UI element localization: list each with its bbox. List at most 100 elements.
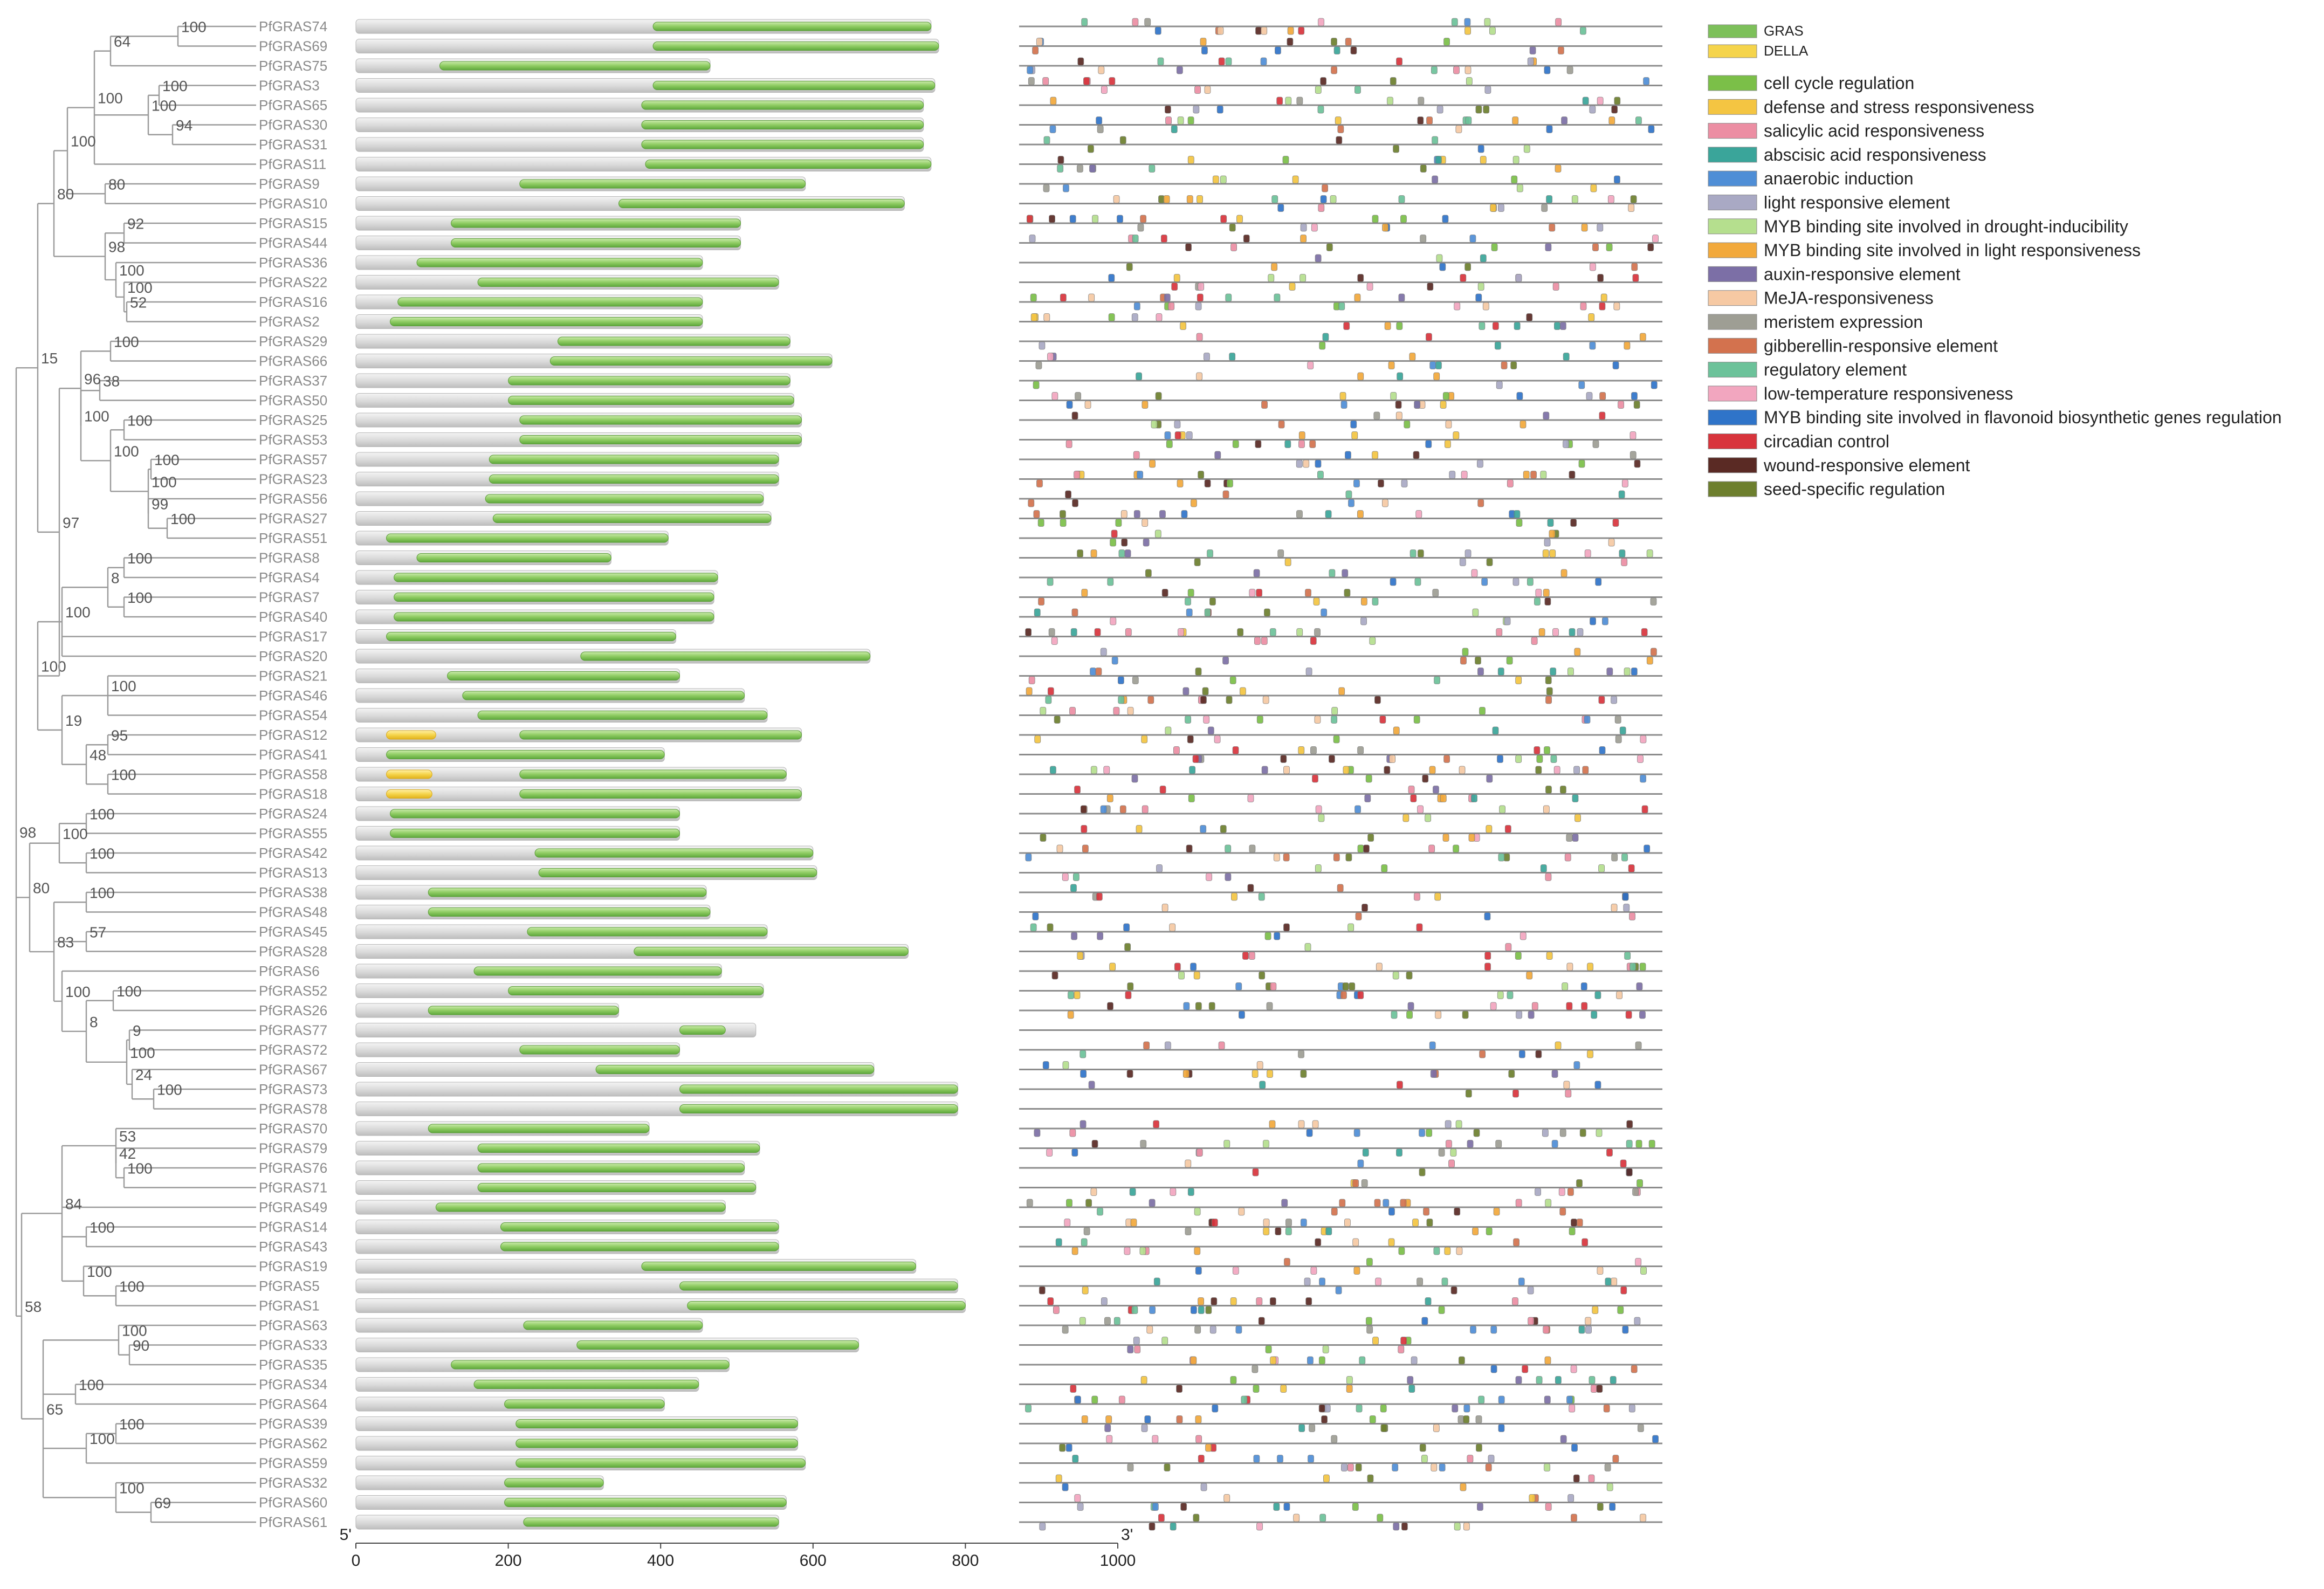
cis-element-mark: [1563, 1081, 1570, 1089]
cis-element-mark: [1265, 1345, 1272, 1353]
cis-element-mark: [1497, 755, 1503, 763]
cis-element-mark: [1423, 1207, 1429, 1216]
cis-element-mark: [1396, 1081, 1403, 1089]
cis-element-mark: [1284, 558, 1291, 566]
cis-element-mark: [1555, 1041, 1562, 1050]
cis-element-mark: [1365, 774, 1372, 783]
bootstrap-value: 48: [90, 747, 106, 763]
cis-element-mark: [1080, 1120, 1087, 1129]
cis-element-mark: [1574, 648, 1581, 656]
cis-element-mark: [1121, 538, 1128, 547]
cis-element-mark: [1459, 558, 1466, 566]
cis-element-mark: [1082, 844, 1089, 853]
cis-element-mark: [1390, 77, 1397, 85]
cis-element-mark: [1155, 392, 1162, 400]
cis-element-mark: [1140, 1376, 1147, 1384]
gras-domain: [397, 297, 703, 307]
cis-element-mark: [1254, 637, 1261, 645]
cis-element-mark: [1269, 1120, 1276, 1129]
legend-element-label: seed-specific regulation: [1764, 479, 1945, 499]
cis-element-mark: [1470, 1325, 1476, 1334]
cis-element-mark: [1348, 499, 1354, 507]
gras-domain: [428, 1124, 650, 1133]
cis-element-mark: [1454, 1207, 1461, 1216]
bootstrap-value: 100: [90, 884, 115, 901]
cis-element-mark: [1464, 18, 1471, 26]
cis-element-mark: [1603, 1404, 1610, 1413]
cis-element-mark: [1433, 786, 1439, 794]
cis-element-mark: [1620, 1286, 1627, 1295]
cis-element-mark: [1591, 1010, 1598, 1019]
cis-element-mark: [1120, 510, 1127, 518]
gras-domain: [428, 1006, 619, 1015]
cis-element-mark: [1181, 510, 1188, 518]
cis-element-mark: [1187, 156, 1194, 164]
cis-element-mark: [1479, 1050, 1486, 1058]
cis-element-mark: [1164, 293, 1171, 302]
cis-element-mark: [1498, 853, 1505, 862]
gene-label: PfGRAS51: [259, 530, 327, 546]
gras-domain: [515, 1459, 806, 1468]
cis-element-mark: [1406, 1010, 1413, 1019]
cis-element-mark: [1333, 853, 1340, 862]
cis-element-mark: [1195, 1267, 1202, 1275]
bootstrap-value: 100: [170, 511, 196, 527]
cis-element-mark: [1318, 1356, 1325, 1365]
cis-element-mark: [1382, 223, 1388, 232]
gene-labels: PfGRAS74 PfGRAS69 PfGRAS75 PfGRAS3 PfGRAS65 P…: [259, 18, 327, 1530]
cis-element-mark: [1374, 1199, 1381, 1207]
cis-element-mark: [1440, 401, 1447, 409]
cis-element-mark: [1628, 864, 1635, 872]
cis-element-mark: [1069, 707, 1076, 715]
legend-element-label: low-temperature responsiveness: [1764, 384, 2013, 403]
cis-element-mark: [1312, 1120, 1319, 1129]
cis-element-mark: [1357, 274, 1364, 282]
cis-element-mark: [1473, 1129, 1480, 1137]
cis-element-mark: [1586, 392, 1593, 400]
cis-element-mark: [1072, 873, 1080, 881]
cis-element-mark: [1182, 1070, 1189, 1078]
cis-element-mark: [1271, 263, 1278, 271]
cis-element-mark: [1124, 549, 1131, 558]
cis-element-mark: [1400, 1337, 1407, 1345]
cis-element-mark: [1463, 1415, 1470, 1423]
legend-element-swatch: [1708, 481, 1757, 497]
cis-element-mark: [1512, 1297, 1518, 1305]
cis-element-mark: [1553, 766, 1560, 774]
cis-element-mark: [1082, 1286, 1089, 1295]
cis-element-mark: [1194, 1207, 1201, 1216]
cis-element-mark: [1515, 1376, 1522, 1384]
cis-element-mark: [1392, 971, 1399, 980]
cis-element-mark: [1566, 1002, 1573, 1010]
cis-element-mark: [1452, 1404, 1459, 1413]
cis-element-mark: [1630, 195, 1637, 203]
cis-element-mark: [1025, 853, 1032, 862]
gene-label: PfGRAS34: [259, 1377, 327, 1393]
cis-element-mark: [1421, 1455, 1428, 1463]
cis-element-mark: [1417, 116, 1424, 125]
bootstrap-value: 9: [133, 1022, 141, 1039]
cis-element-mark: [1270, 1356, 1277, 1365]
cis-element-mark: [1347, 923, 1354, 932]
cis-element-mark: [1560, 786, 1566, 794]
gras-domain: [386, 533, 669, 543]
cis-element-mark: [1344, 1219, 1351, 1227]
cis-element-mark: [1296, 97, 1303, 105]
cis-element-mark: [1464, 26, 1471, 35]
cis-element-mark: [1281, 1199, 1288, 1207]
cis-element-mark: [1458, 1356, 1465, 1365]
cis-element-mark: [1614, 97, 1621, 105]
cis-element-mark: [1641, 805, 1648, 814]
cis-element-mark: [1289, 283, 1296, 291]
legend-element-swatch: [1708, 266, 1757, 282]
cis-element-mark: [1190, 962, 1197, 971]
cis-element-mark: [1127, 982, 1134, 990]
cis-element-mark: [1285, 1219, 1292, 1227]
gene-label: PfGRAS53: [259, 432, 327, 448]
cis-element-mark: [1293, 1514, 1300, 1522]
bootstrap-value: 52: [130, 294, 147, 311]
cis-element-mark: [1540, 864, 1547, 872]
legend-element-swatch: [1708, 242, 1757, 258]
cis-element-mark: [1380, 1424, 1387, 1432]
